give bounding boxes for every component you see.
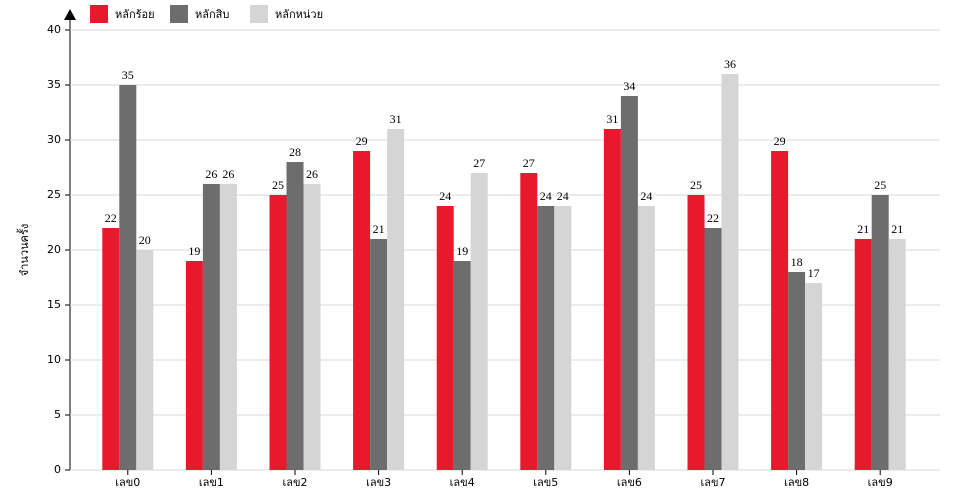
bar [854,239,872,470]
bar [370,239,388,470]
value-label: 26 [205,167,217,181]
value-label: 21 [891,222,903,236]
x-tick-label: เลข3 [366,476,391,489]
value-label: 26 [306,167,318,181]
bar [771,151,789,470]
x-tick-label: เลข7 [700,476,725,489]
value-label: 27 [473,156,485,170]
x-tick-label: เลข0 [115,476,140,489]
value-label: 20 [139,233,151,247]
bar [202,184,220,470]
bar [303,184,321,470]
x-tick-label: เลข6 [617,476,642,489]
bar [436,206,454,470]
bar [888,239,906,470]
legend-swatch [170,5,188,23]
bar [219,184,237,470]
bar [871,195,889,470]
value-label: 24 [439,189,451,203]
bar [102,228,120,470]
bar [185,261,203,470]
value-label: 25 [272,178,284,192]
x-tick-label: เลข4 [450,476,475,489]
bar [788,272,806,470]
legend-label: หลักร้อย [115,8,155,21]
y-tick-label: 0 [54,463,61,476]
bar [453,261,471,470]
bar [537,206,555,470]
y-axis-title: จำนวนครั้ง [16,224,31,276]
bar [704,228,722,470]
value-label: 18 [791,255,803,269]
x-tick-label: เลข2 [282,476,307,489]
value-label: 28 [289,145,301,159]
value-label: 29 [356,134,368,148]
bar [387,129,405,470]
y-axis-arrow [64,9,76,20]
value-label: 21 [373,222,385,236]
y-tick-label: 40 [47,23,61,36]
legend-label: หลักสิบ [195,8,229,21]
value-label: 24 [540,189,552,203]
y-tick-label: 5 [54,408,61,421]
bar [119,85,137,470]
value-label: 22 [105,211,117,225]
bar [136,250,154,470]
x-tick-label: เลข5 [533,476,558,489]
value-label: 24 [640,189,652,203]
value-label: 26 [222,167,234,181]
bar [353,151,371,470]
bar [721,74,739,470]
value-label: 24 [557,189,569,203]
y-tick-label: 30 [47,133,61,146]
value-label: 27 [523,156,535,170]
y-tick-label: 25 [47,188,61,201]
bar [603,129,621,470]
legend-label: หลักหน่วย [275,8,323,21]
x-tick-label: เลข1 [199,476,224,489]
bar [554,206,572,470]
legend-swatch [250,5,268,23]
y-tick-label: 35 [47,78,61,91]
x-tick-label: เลข8 [784,476,809,489]
value-label: 31 [606,112,618,126]
value-label: 21 [857,222,869,236]
bar [470,173,488,470]
bar [637,206,655,470]
value-label: 19 [188,244,200,258]
y-tick-label: 10 [47,353,61,366]
x-tick-label: เลข9 [868,476,893,489]
bar [805,283,823,470]
legend-swatch [90,5,108,23]
value-label: 35 [122,68,134,82]
value-label: 19 [456,244,468,258]
value-label: 25 [874,178,886,192]
value-label: 31 [390,112,402,126]
value-label: 29 [774,134,786,148]
bar [520,173,538,470]
value-label: 17 [808,266,820,280]
value-label: 22 [707,211,719,225]
value-label: 34 [623,79,635,93]
value-label: 36 [724,57,736,71]
y-tick-label: 15 [47,298,61,311]
bar [269,195,287,470]
bar [687,195,705,470]
bar [620,96,638,470]
value-label: 25 [690,178,702,192]
y-tick-label: 20 [47,243,61,256]
bar [286,162,304,470]
